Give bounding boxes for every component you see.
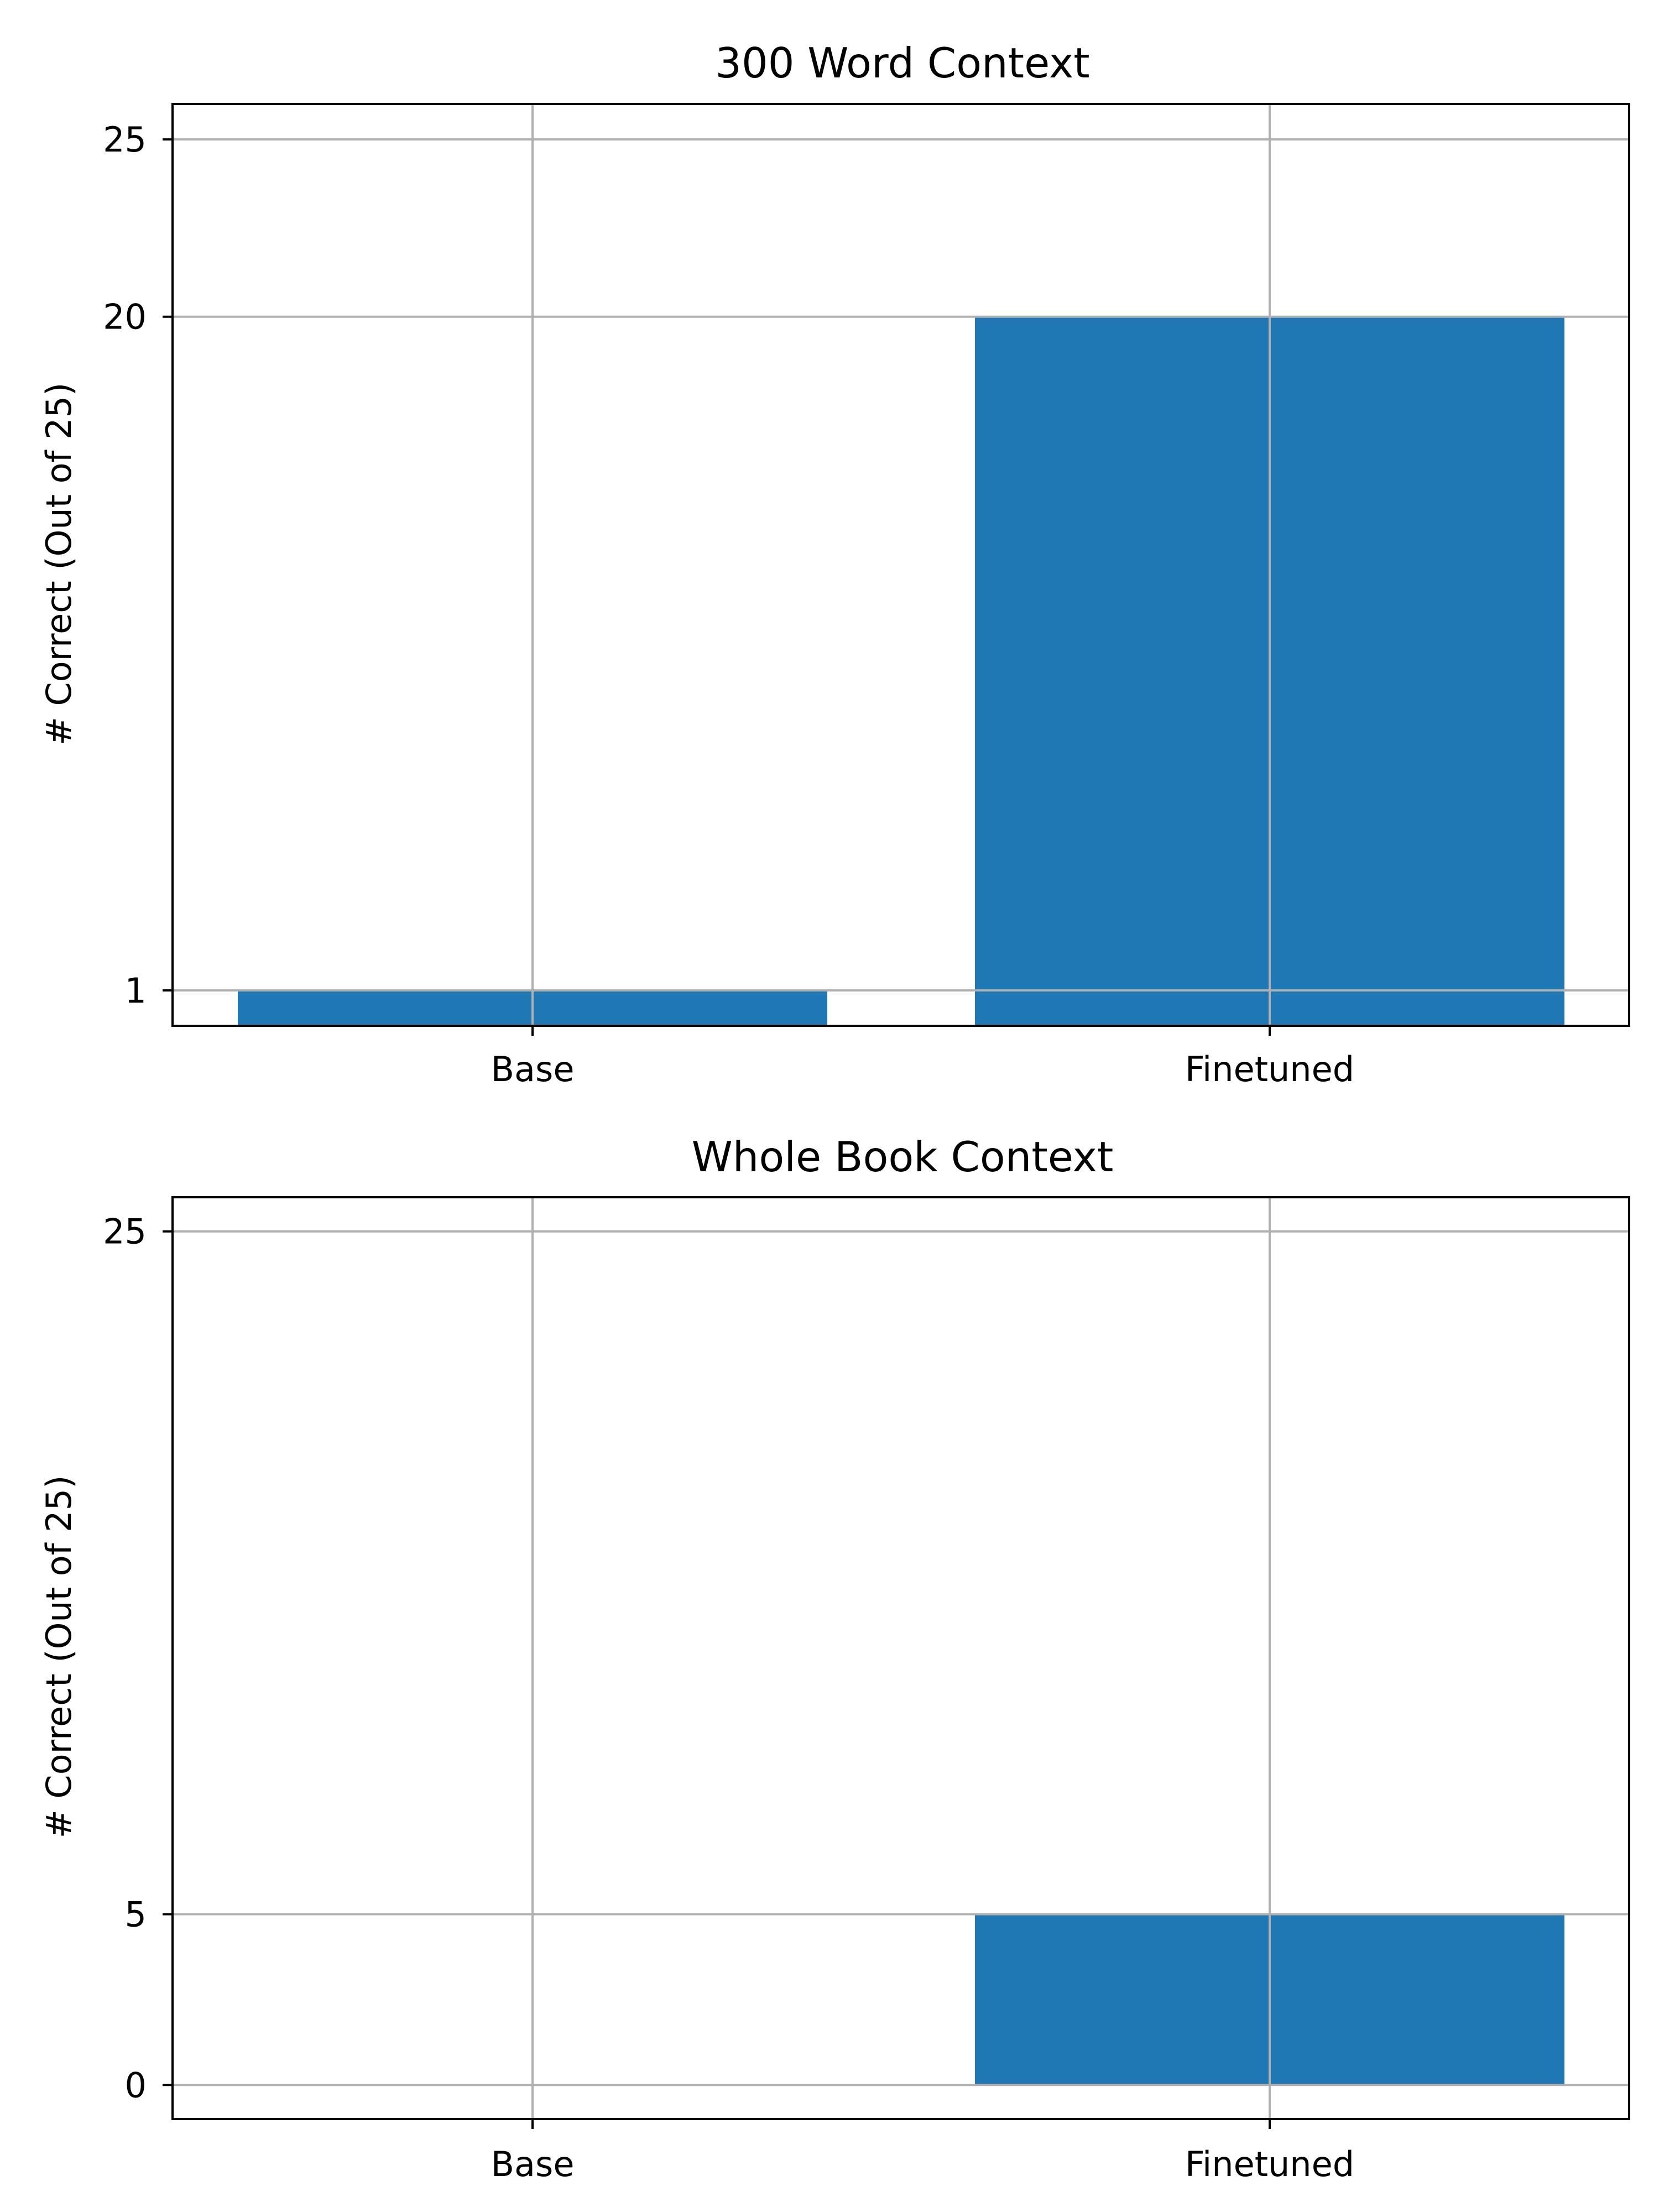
y-tick-label-5: 5	[125, 1895, 147, 1935]
x-tick-label-finetuned: Finetuned	[1185, 1049, 1354, 1089]
y-tick-label-20: 20	[103, 297, 147, 337]
axis-ticks	[163, 138, 1271, 1036]
x-tick-label-base: Base	[491, 1049, 575, 1089]
axis-ticks	[163, 1230, 1271, 2129]
chart-title: 300 Word Context	[715, 39, 1089, 87]
axes-frame	[171, 1196, 1630, 2120]
x-tick-label-finetuned: Finetuned	[1185, 2144, 1354, 2184]
y-tick-label-0: 0	[125, 2065, 147, 2105]
subplot-whole-book-context: Whole Book Context # Correct (Out of 25)…	[39, 1133, 1630, 2184]
axes-frame	[171, 103, 1630, 1027]
y-tick-label-25: 25	[103, 1212, 147, 1252]
y-tick-label-25: 25	[103, 119, 147, 160]
chart-title: Whole Book Context	[692, 1133, 1114, 1181]
y-axis-label: # Correct (Out of 25)	[39, 383, 79, 746]
y-tick-label-1: 1	[125, 971, 147, 1011]
subplot-300-word-context: 300 Word Context # Correct (Out of 25) B…	[39, 39, 1630, 1089]
x-tick-label-base: Base	[491, 2144, 575, 2184]
y-axis-label: # Correct (Out of 25)	[39, 1475, 79, 1839]
